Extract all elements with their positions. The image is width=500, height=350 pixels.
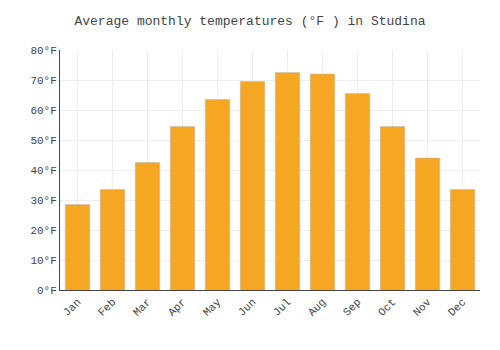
svg-text:70°F: 70°F bbox=[30, 75, 56, 87]
svg-text:Sep: Sep bbox=[341, 296, 363, 318]
svg-text:80°F: 80°F bbox=[30, 45, 56, 57]
svg-text:0°F: 0°F bbox=[37, 285, 57, 297]
svg-text:Feb: Feb bbox=[96, 296, 118, 318]
svg-text:40°F: 40°F bbox=[30, 165, 56, 177]
svg-text:60°F: 60°F bbox=[30, 105, 56, 117]
svg-text:Mar: Mar bbox=[131, 296, 153, 318]
svg-text:May: May bbox=[201, 296, 224, 319]
svg-text:Jun: Jun bbox=[236, 296, 258, 318]
svg-text:Apr: Apr bbox=[166, 296, 188, 318]
svg-text:Average monthly temperatures (: Average monthly temperatures (°F ) in St… bbox=[74, 14, 425, 29]
svg-text:Dec: Dec bbox=[446, 296, 468, 318]
svg-text:20°F: 20°F bbox=[30, 225, 56, 237]
svg-text:Aug: Aug bbox=[306, 296, 328, 318]
svg-text:10°F: 10°F bbox=[30, 255, 56, 267]
svg-text:50°F: 50°F bbox=[30, 135, 56, 147]
svg-text:Jul: Jul bbox=[271, 296, 293, 318]
svg-text:Jan: Jan bbox=[61, 296, 83, 318]
svg-text:30°F: 30°F bbox=[30, 195, 56, 207]
svg-text:Nov: Nov bbox=[411, 296, 434, 319]
svg-text:Oct: Oct bbox=[376, 296, 398, 318]
